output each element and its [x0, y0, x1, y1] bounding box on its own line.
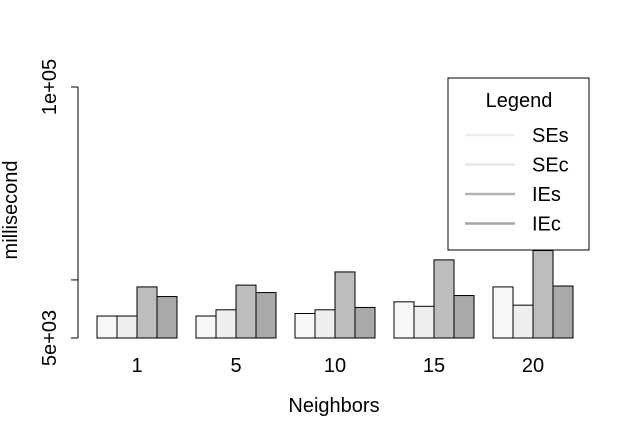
bar-sec-15 — [413, 305, 435, 339]
x-tick-label: 1 — [131, 355, 142, 377]
legend-label-sec: SEc — [532, 155, 569, 177]
bar-ses-10 — [294, 312, 316, 339]
bar-sec-5 — [215, 309, 237, 339]
y-axis: 5e+03 1e+05 — [39, 59, 79, 366]
bar-ses-20 — [492, 286, 514, 339]
x-tick-label: 20 — [522, 355, 544, 377]
y-tick-label: 5e+03 — [39, 310, 61, 366]
bar-sec-20 — [512, 304, 534, 339]
bar-ses-1 — [96, 315, 118, 339]
y-tick-label: 1e+05 — [39, 59, 61, 115]
bar-iec-5 — [255, 292, 277, 339]
legend-label-ses: SEs — [532, 125, 569, 147]
bar-ses-15 — [393, 301, 415, 339]
x-tick-label: 10 — [324, 355, 346, 377]
bar-ies-20 — [532, 250, 554, 339]
legend-title: Legend — [486, 90, 553, 112]
bar-ies-15 — [433, 259, 455, 339]
bar-ies-1 — [136, 286, 158, 339]
bar-sec-10 — [314, 309, 336, 339]
bar-iec-1 — [156, 296, 178, 339]
bar-iec-15 — [453, 295, 475, 339]
bar-sec-1 — [116, 315, 138, 339]
x-axis-label: Neighbors — [288, 395, 379, 417]
legend-label-ies: IEs — [532, 184, 561, 206]
y-axis-label: millisecond — [0, 161, 22, 260]
x-tick-label: 15 — [423, 355, 445, 377]
bars — [96, 250, 574, 339]
bar-ies-5 — [235, 284, 257, 339]
legend-label-iec: IEc — [532, 214, 561, 236]
x-tick-labels: 1 5 10 15 20 — [131, 355, 544, 377]
legend: Legend SEs SEc IEs IEc — [447, 77, 590, 251]
x-tick-label: 5 — [230, 355, 241, 377]
bar-iec-20 — [552, 285, 574, 339]
bar-ies-10 — [334, 271, 356, 339]
bar-iec-10 — [354, 306, 376, 339]
bar-ses-5 — [195, 315, 217, 339]
legend-items: SEs SEc IEs IEc — [465, 125, 569, 236]
